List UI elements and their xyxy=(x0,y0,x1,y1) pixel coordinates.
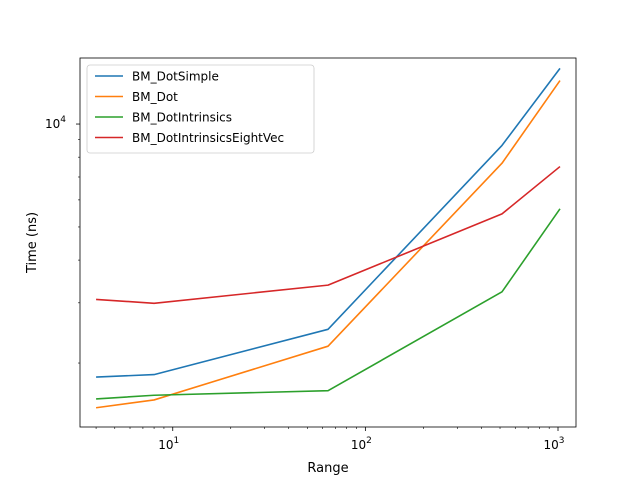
x-tick-label-exponent: 3 xyxy=(559,436,565,446)
x-tick-label-exponent: 1 xyxy=(174,436,180,446)
series-line-bm-dotintrinsicseightvec xyxy=(96,165,561,305)
legend-label: BM_DotSimple xyxy=(132,70,219,84)
series-lines xyxy=(95,67,561,409)
legend-label: BM_DotIntrinsicsEightVec xyxy=(132,131,284,145)
x-tick-label-base: 10 xyxy=(543,438,558,452)
y-axis-label: Time (ns) xyxy=(25,212,40,274)
x-tick-label: 102 xyxy=(351,436,372,452)
plot-frame xyxy=(79,57,577,428)
y-tick-label-exponent: 4 xyxy=(60,115,66,125)
series-line-bm-dotintrinsics xyxy=(96,208,561,400)
x-tick-label-base: 10 xyxy=(351,438,366,452)
y-axis-ticks: 104 xyxy=(45,115,80,364)
legend-label: BM_Dot xyxy=(132,90,178,104)
x-tick-label: 101 xyxy=(158,436,179,452)
x-tick-label-base: 10 xyxy=(158,438,173,452)
x-tick-label-exponent: 2 xyxy=(366,436,372,446)
legend-label: BM_DotIntrinsics xyxy=(132,111,232,125)
y-tick-label: 104 xyxy=(45,115,66,131)
x-axis-label: Range xyxy=(307,461,348,476)
series-line-bm-dotsimple xyxy=(96,67,561,378)
legend-box xyxy=(86,64,315,154)
x-axis-ticks: 101 102 103 xyxy=(95,427,565,452)
legend: BM_DotSimple BM_Dot BM_DotIntrinsics BM_Dot… xyxy=(86,64,315,154)
series-line-bm-dot xyxy=(95,80,561,409)
y-tick-label-base: 10 xyxy=(45,117,60,131)
x-tick-label: 103 xyxy=(543,436,564,452)
